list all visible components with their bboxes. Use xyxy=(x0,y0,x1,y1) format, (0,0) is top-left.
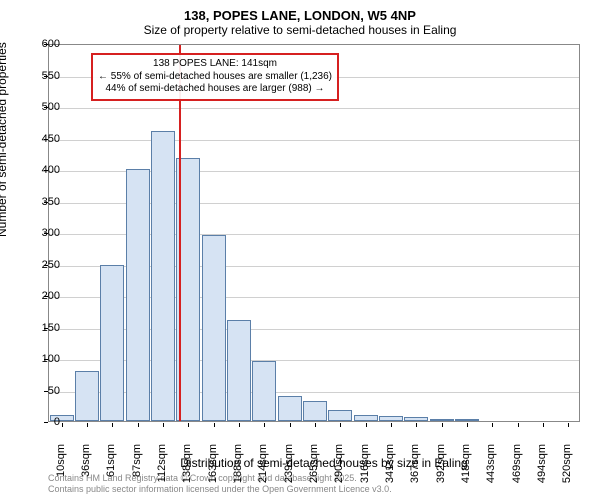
x-tick-mark xyxy=(568,423,569,427)
x-tick-mark xyxy=(340,423,341,427)
x-tick-mark xyxy=(366,423,367,427)
histogram-bar xyxy=(430,419,454,421)
histogram-bar xyxy=(379,416,403,421)
y-tick-mark xyxy=(44,422,48,423)
x-tick-mark xyxy=(112,423,113,427)
x-tick-label: 392sqm xyxy=(435,444,447,494)
x-tick-label: 469sqm xyxy=(511,444,523,494)
x-tick-mark xyxy=(467,423,468,427)
x-tick-mark xyxy=(391,423,392,427)
histogram-bar xyxy=(303,401,327,421)
annotation-line: 44% of semi-detached houses are larger (… xyxy=(98,83,332,96)
x-tick-mark xyxy=(239,423,240,427)
x-tick-mark xyxy=(62,423,63,427)
histogram-bar xyxy=(151,131,175,421)
y-tick-mark xyxy=(44,328,48,329)
x-tick-label: 520sqm xyxy=(561,444,573,494)
chart-title: 138, POPES LANE, LONDON, W5 4NP xyxy=(0,8,600,23)
x-tick-mark xyxy=(290,423,291,427)
x-tick-mark xyxy=(163,423,164,427)
x-tick-mark xyxy=(188,423,189,427)
x-tick-label: 61sqm xyxy=(105,444,117,494)
gridline xyxy=(49,140,579,141)
y-tick-mark xyxy=(44,391,48,392)
x-tick-mark xyxy=(264,423,265,427)
histogram-bar xyxy=(328,410,352,421)
y-tick-mark xyxy=(44,139,48,140)
annotation-box: 138 POPES LANE: 141sqm← 55% of semi-deta… xyxy=(91,53,339,101)
chart-title-block: 138, POPES LANE, LONDON, W5 4NP Size of … xyxy=(0,0,600,41)
x-tick-label: 341sqm xyxy=(384,444,396,494)
histogram-bar xyxy=(354,415,378,421)
x-tick-mark xyxy=(87,423,88,427)
x-tick-label: 290sqm xyxy=(333,444,345,494)
x-tick-mark xyxy=(518,423,519,427)
y-tick-mark xyxy=(44,202,48,203)
histogram-bar xyxy=(252,361,276,421)
x-tick-mark xyxy=(416,423,417,427)
histogram-bar xyxy=(404,417,428,421)
histogram-bar xyxy=(126,169,150,421)
histogram-bar xyxy=(455,419,479,421)
x-tick-mark xyxy=(492,423,493,427)
x-tick-label: 214sqm xyxy=(257,444,269,494)
histogram-bar xyxy=(278,396,302,421)
y-tick-mark xyxy=(44,170,48,171)
reference-line xyxy=(179,45,181,421)
y-tick-mark xyxy=(44,265,48,266)
y-tick-mark xyxy=(44,44,48,45)
x-tick-label: 367sqm xyxy=(409,444,421,494)
gridline xyxy=(49,108,579,109)
y-tick-mark xyxy=(44,76,48,77)
x-tick-label: 36sqm xyxy=(80,444,92,494)
x-tick-label: 112sqm xyxy=(156,444,168,494)
x-tick-mark xyxy=(543,423,544,427)
x-tick-label: 87sqm xyxy=(131,444,143,494)
x-tick-mark xyxy=(442,423,443,427)
annotation-line: 138 POPES LANE: 141sqm xyxy=(98,58,332,71)
x-tick-label: 239sqm xyxy=(283,444,295,494)
chart-plot-area: 138 POPES LANE: 141sqm← 55% of semi-deta… xyxy=(48,44,580,422)
x-tick-label: 418sqm xyxy=(460,444,472,494)
histogram-bar xyxy=(100,265,124,421)
y-axis-title: Number of semi-detached properties xyxy=(0,42,9,237)
x-tick-label: 443sqm xyxy=(485,444,497,494)
annotation-line: ← 55% of semi-detached houses are smalle… xyxy=(98,71,332,84)
x-tick-mark xyxy=(214,423,215,427)
x-tick-label: 163sqm xyxy=(207,444,219,494)
chart-subtitle: Size of property relative to semi-detach… xyxy=(0,23,600,37)
x-tick-label: 10sqm xyxy=(55,444,67,494)
x-tick-label: 494sqm xyxy=(536,444,548,494)
histogram-bar xyxy=(202,235,226,421)
y-tick-mark xyxy=(44,359,48,360)
x-tick-mark xyxy=(138,423,139,427)
x-tick-label: 316sqm xyxy=(359,444,371,494)
y-tick-mark xyxy=(44,233,48,234)
x-tick-label: 188sqm xyxy=(232,444,244,494)
x-tick-label: 265sqm xyxy=(308,444,320,494)
y-tick-mark xyxy=(44,107,48,108)
histogram-bar xyxy=(75,371,99,421)
y-tick-mark xyxy=(44,296,48,297)
histogram-bar xyxy=(227,320,251,421)
x-tick-label: 138sqm xyxy=(181,444,193,494)
x-tick-mark xyxy=(315,423,316,427)
